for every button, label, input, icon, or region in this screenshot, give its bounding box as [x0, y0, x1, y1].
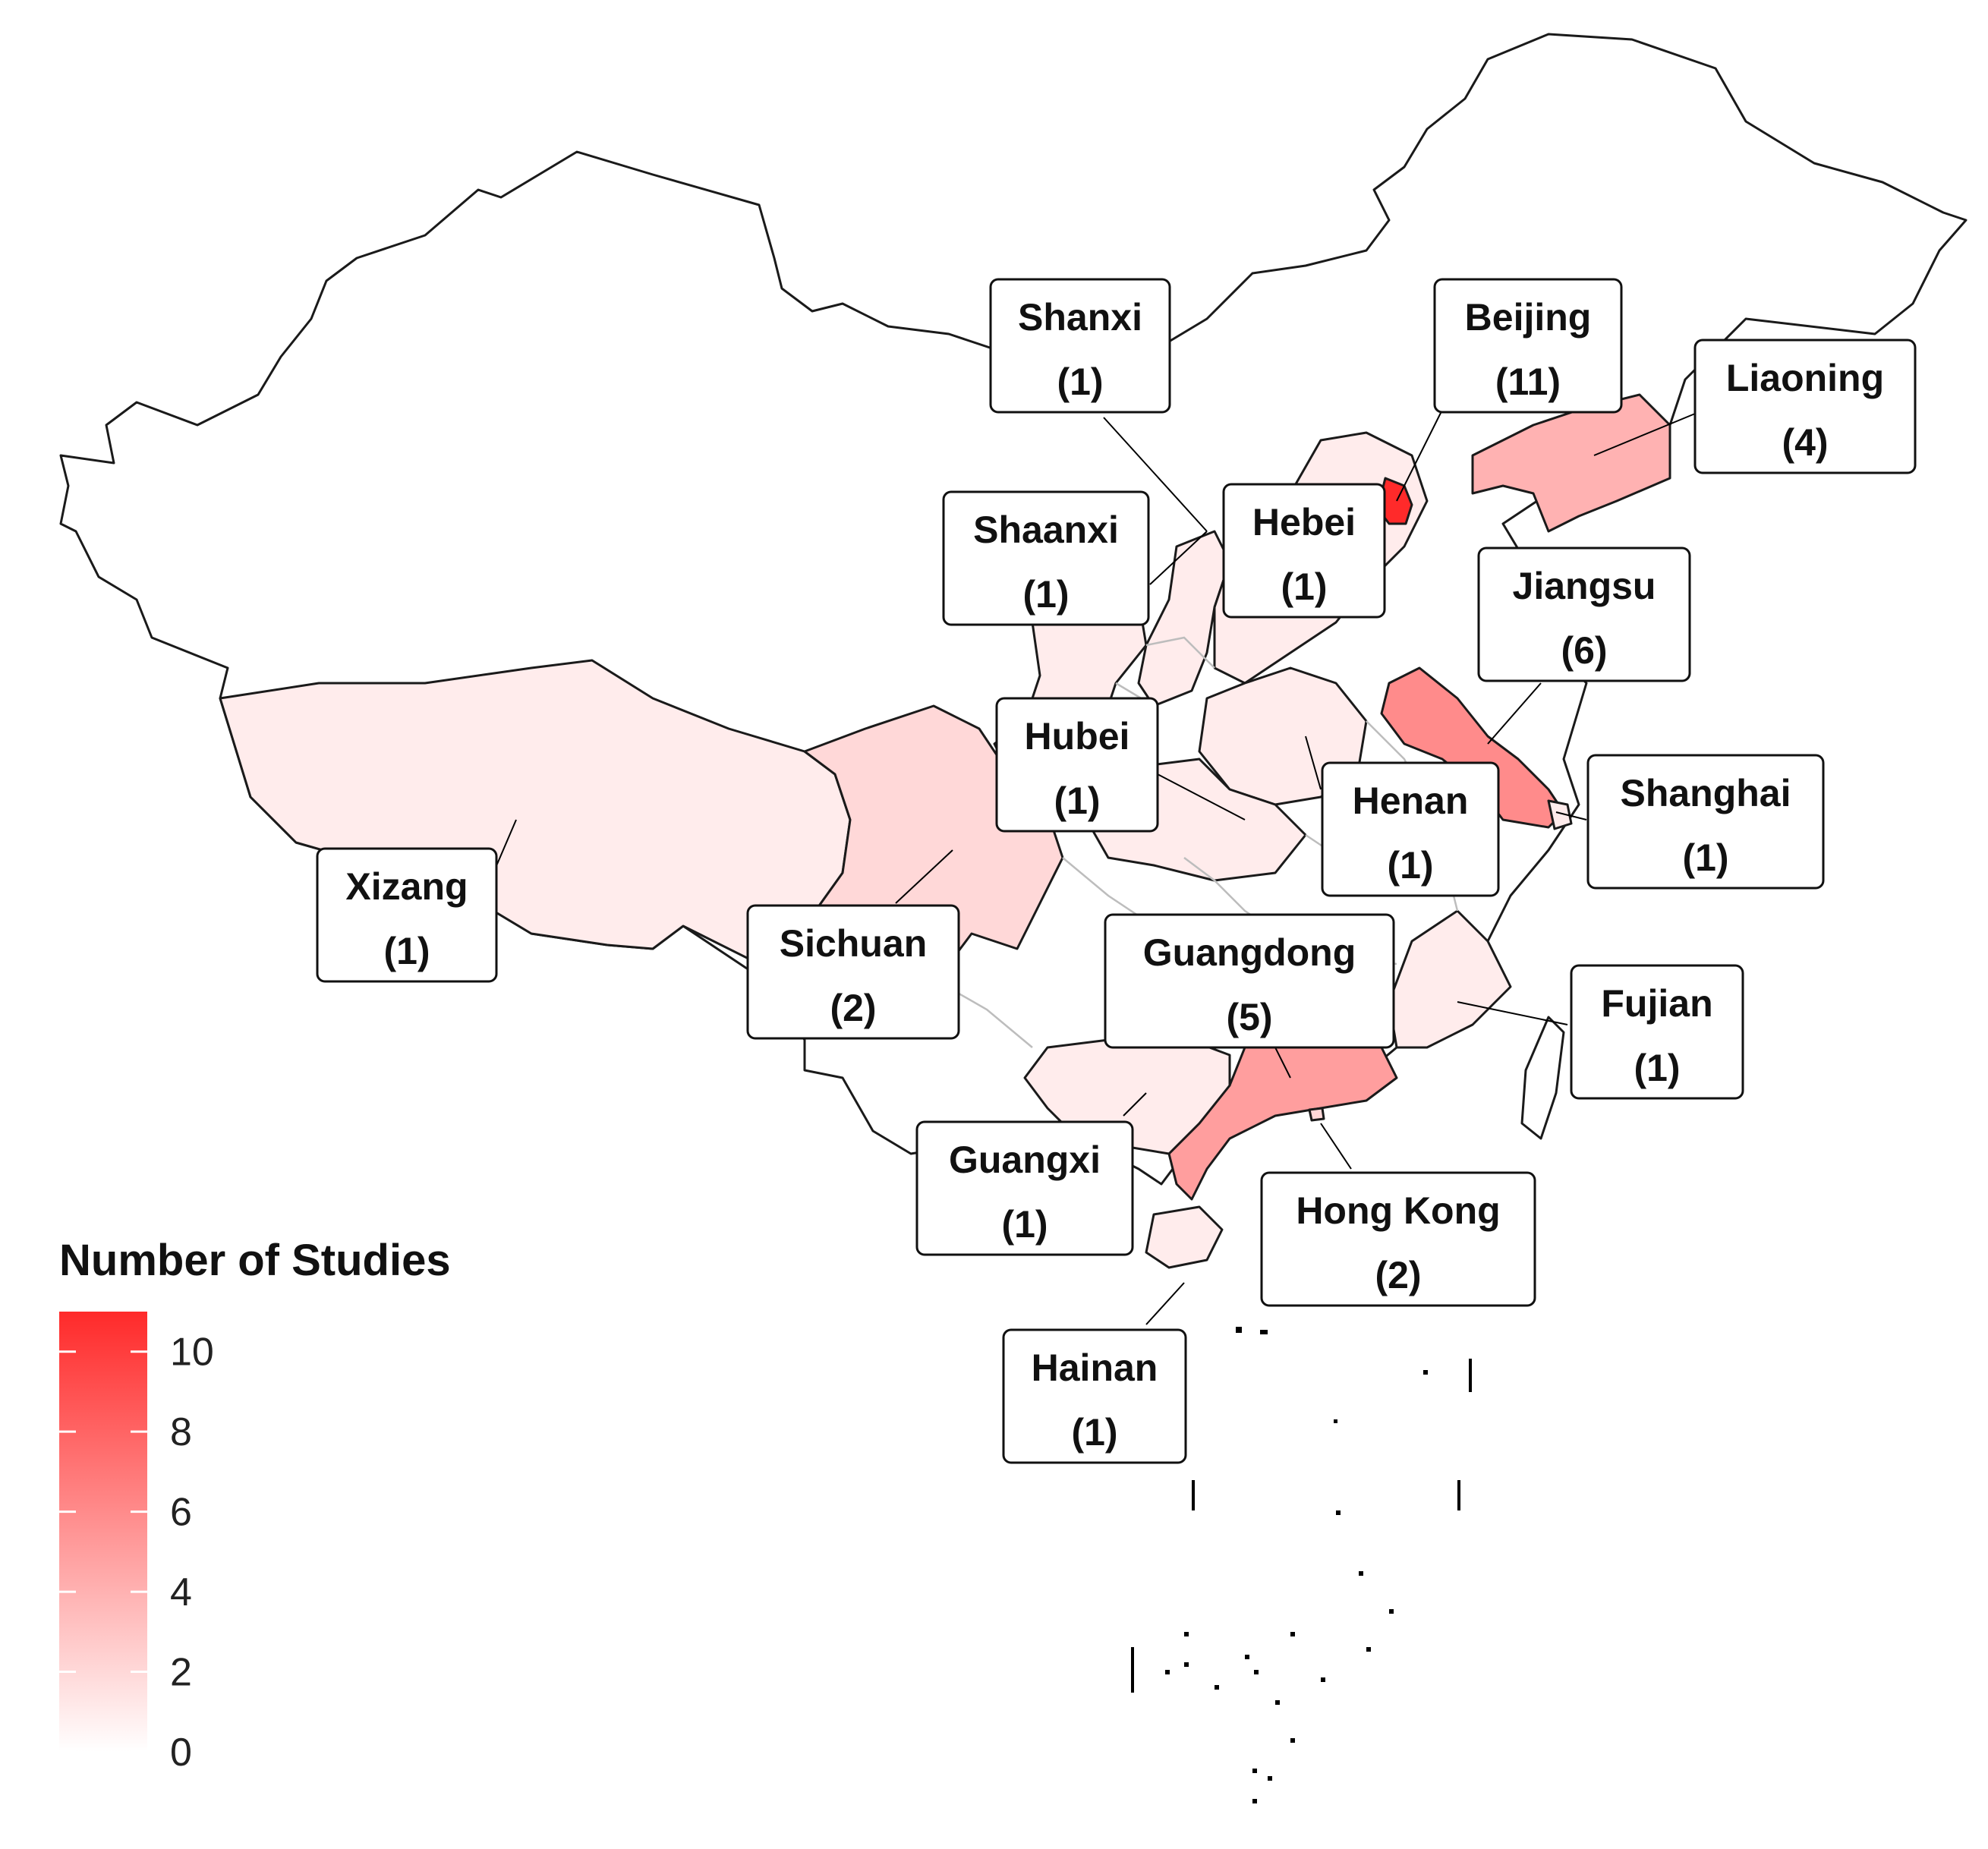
label-count: (1)	[1634, 1047, 1680, 1089]
label-name: Hainan	[1032, 1347, 1158, 1389]
label-henan: Henan (1)	[1321, 761, 1500, 897]
legend-tick-label: 4	[170, 1570, 192, 1614]
label-hainan: Hainan (1)	[1002, 1328, 1187, 1464]
label-count: (1)	[1281, 565, 1327, 608]
label-name: Sichuan	[780, 922, 927, 965]
label-count: (1)	[1022, 573, 1069, 616]
label-count: (1)	[1682, 836, 1728, 879]
label-hubei: Hubei (1)	[995, 697, 1159, 833]
label-count: (1)	[383, 930, 430, 972]
label-hongkong: Hong Kong (2)	[1260, 1171, 1536, 1307]
label-name: Liaoning	[1726, 357, 1884, 399]
islands	[1131, 1327, 1472, 1803]
label-name: Hubei	[1025, 715, 1130, 758]
label-name: Jiangsu	[1513, 565, 1656, 607]
legend-tick-label: 10	[170, 1331, 214, 1375]
label-count: (1)	[1001, 1203, 1048, 1246]
label-count: (1)	[1387, 844, 1433, 887]
legend-title: Number of Studies	[59, 1236, 451, 1285]
legend-tick-label: 8	[170, 1410, 192, 1454]
label-count: (1)	[1071, 1411, 1117, 1454]
label-name: Shanxi	[1018, 296, 1142, 339]
label-count: (4)	[1782, 421, 1828, 464]
label-liaoning: Liaoning (4)	[1693, 339, 1917, 474]
legend-tick-label: 0	[170, 1731, 192, 1775]
legend-tick-label: 2	[170, 1651, 192, 1695]
label-count: (11)	[1495, 361, 1561, 403]
label-shanghai: Shanghai (1)	[1586, 754, 1825, 890]
label-shanxi: Shanxi (1)	[989, 278, 1171, 414]
region-shape-hainan	[1145, 1205, 1224, 1269]
label-name: Fujian	[1601, 982, 1712, 1025]
region-shape-hongkong	[1308, 1107, 1325, 1122]
label-name: Hebei	[1252, 501, 1356, 543]
label-sichuan: Sichuan (2)	[746, 904, 960, 1040]
legend-tick-label: 6	[170, 1491, 192, 1535]
label-xizang: Xizang (1)	[316, 847, 498, 983]
label-guangxi: Guangxi (1)	[915, 1120, 1134, 1256]
legend: Number of Studies 10 8 6 4 2 0	[59, 1236, 451, 1775]
label-hebei: Hebei (1)	[1222, 483, 1386, 619]
label-count: (5)	[1226, 996, 1272, 1038]
label-name: Shanghai	[1620, 772, 1791, 814]
label-name: Beijing	[1465, 296, 1592, 339]
label-fujian: Fujian (1)	[1570, 964, 1744, 1100]
label-name: Guangxi	[949, 1139, 1101, 1181]
label-jiangsu: Jiangsu (6)	[1477, 547, 1691, 682]
label-name: Guangdong	[1143, 931, 1356, 974]
label-name: Shaanxi	[973, 509, 1119, 551]
label-name: Henan	[1353, 780, 1469, 822]
legend-colorbar	[59, 1312, 147, 1752]
label-count: (1)	[1057, 361, 1103, 403]
label-shaanxi: Shaanxi (1)	[942, 490, 1150, 626]
label-beijing: Beijing (11)	[1433, 278, 1623, 414]
label-guangdong: Guangdong (5)	[1104, 913, 1395, 1049]
leader-lines	[493, 409, 1696, 1325]
taiwan-shape	[1520, 1016, 1565, 1140]
label-count: (6)	[1561, 629, 1607, 672]
label-name: Hong Kong	[1296, 1189, 1500, 1232]
label-name: Xizang	[345, 865, 468, 908]
label-count: (2)	[830, 987, 876, 1029]
region-shape-shanghai	[1547, 799, 1573, 830]
label-count: (1)	[1054, 780, 1100, 822]
label-count: (2)	[1375, 1254, 1421, 1296]
legend-ticks: 10 8 6 4 2 0	[59, 1331, 214, 1775]
